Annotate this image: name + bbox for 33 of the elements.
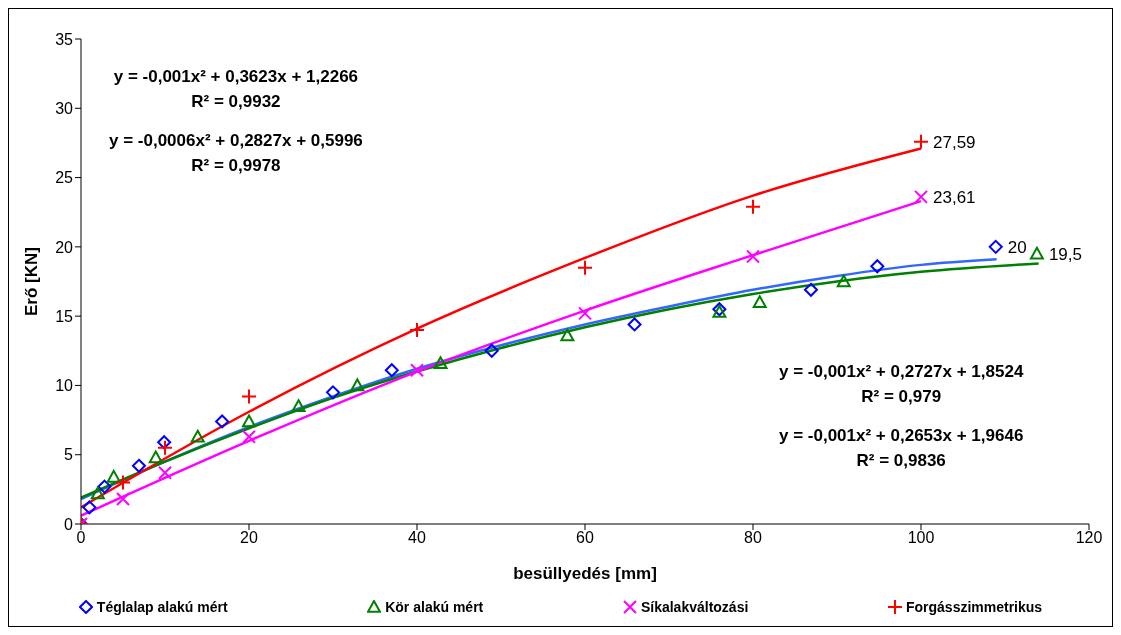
data-label: 20 [1007, 237, 1027, 257]
x-tick-label: 0 [76, 529, 86, 547]
annotation: R² = 0,9932 [190, 91, 282, 113]
y-axis-title: Erő [KN] [22, 247, 42, 316]
data-label: 19,5 [1048, 244, 1083, 264]
y-tick-label: 10 [55, 377, 74, 395]
legend-label: Forgásszimmetrikus [905, 599, 1043, 615]
y-tick-label: 20 [55, 238, 74, 256]
x-tick-label: 80 [744, 529, 762, 547]
annotation: y = -0,001x² + 0,2653x + 1,9646 [779, 425, 1024, 447]
x-tick-label: 120 [1075, 529, 1103, 547]
y-tick-label: 0 [64, 515, 74, 533]
y-tick-label: 25 [55, 169, 74, 187]
legend-label: Téglalap alakú mért [96, 599, 228, 615]
y-tick-label: 5 [64, 446, 74, 464]
data-label: 27,59 [933, 132, 976, 152]
annotation: R² = 0,979 [860, 386, 943, 408]
y-tick-label: 35 [55, 30, 74, 48]
y-tick-label: 30 [55, 99, 74, 117]
annotation: R² = 0,9836 [855, 450, 947, 472]
annotation: y = -0,001x² + 0,2727x + 1,8524 [779, 361, 1024, 383]
x-tick-label: 40 [408, 529, 426, 547]
annotation: y = -0,0006x² + 0,2827x + 0,5996 [109, 130, 363, 152]
x-tick-label: 20 [240, 529, 258, 547]
annotation: R² = 0,9978 [190, 155, 282, 177]
y-tick-label: 15 [55, 307, 74, 325]
x-tick-label: 100 [907, 529, 935, 547]
annotation: y = -0,001x² + 0,3623x + 1,2266 [112, 66, 360, 88]
x-tick-label: 60 [576, 529, 594, 547]
legend-label: Kör alakú mért [385, 599, 484, 615]
x-axis-title: besüllyedés [mm] [513, 564, 657, 583]
data-label: 23,61 [933, 187, 976, 207]
legend-label: Síkalakváltozási [640, 599, 749, 615]
